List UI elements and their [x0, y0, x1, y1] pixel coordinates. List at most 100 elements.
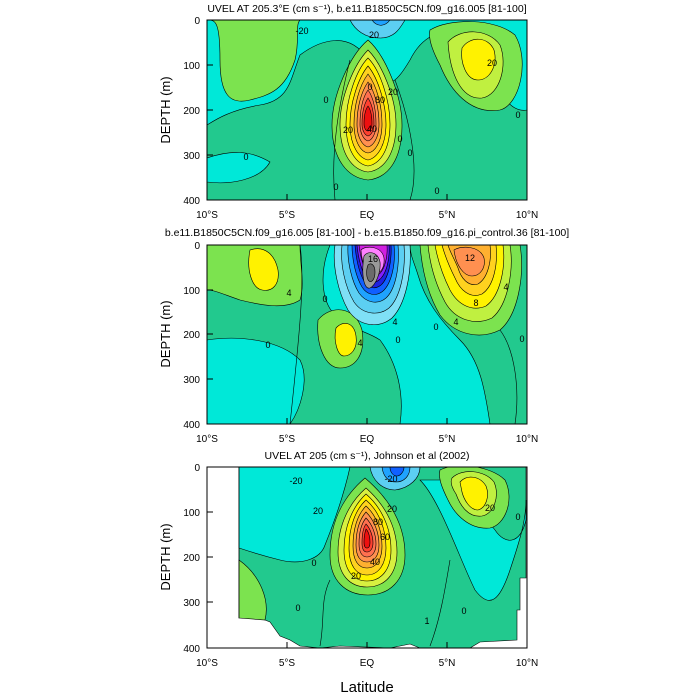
- p2-xtick: 5°S: [279, 434, 296, 445]
- p1-core-90: [363, 105, 373, 132]
- p2-clabel: 8: [473, 298, 478, 308]
- p2-west-yellow: [248, 248, 279, 291]
- p2-xtick: 10°N: [516, 434, 538, 445]
- panel-2-contours: [207, 245, 527, 424]
- p3-ytick: 100: [183, 508, 200, 519]
- p1-clabel: 0: [333, 182, 338, 192]
- p1-neg-core: [349, 20, 406, 39]
- p2-clabel: 0: [433, 322, 438, 332]
- p1-xtick: 10°N: [516, 210, 538, 221]
- panel-3-contour-labels: -20 20 20 -20 80 60 20 40 20 0 0 0 0 1: [289, 474, 520, 626]
- p3-clabel: -20: [384, 474, 397, 484]
- p2-clabel: 16: [368, 254, 378, 264]
- p2-clabel: 4: [453, 317, 458, 327]
- p2-line-b: [499, 329, 518, 424]
- p1-cyan-lower: [207, 152, 271, 184]
- panel-3-title: UVEL AT 205 (cm s⁻¹), Johnson et al (200…: [265, 450, 470, 462]
- p1-clabel: 0: [243, 152, 248, 162]
- panel-1-y-ticks: 0 100 200 300 400: [183, 16, 213, 207]
- panel-1: UVEL AT 205.3°E (cm s⁻¹), b.e11.B1850C5C…: [158, 3, 538, 221]
- p3-clabel: 20: [387, 504, 397, 514]
- p3-line-a: [429, 559, 451, 647]
- p3-xtick: 5°N: [439, 658, 456, 669]
- panel-2-y-ticks: 0 100 200 300 400: [183, 241, 213, 431]
- p1-line-e: [394, 79, 415, 200]
- p3-clabel: 0: [311, 558, 316, 568]
- p3-clabel: 0: [515, 512, 520, 522]
- p2-ytick: 200: [183, 330, 200, 341]
- panel-3: UVEL AT 205 (cm s⁻¹), Johnson et al (200…: [158, 450, 538, 669]
- p1-clabel: 20: [388, 87, 398, 97]
- p3-ytick: 300: [183, 598, 200, 609]
- p1-clabel: 20: [343, 125, 353, 135]
- p3-sw-green: [238, 559, 267, 621]
- p3-clabel: 20: [313, 506, 323, 516]
- p2-clabel: 4: [392, 317, 397, 327]
- p2-ytick: 100: [183, 286, 200, 297]
- p1-clabel: 20: [369, 30, 379, 40]
- panel-1-ylabel: DEPTH (m): [158, 76, 173, 143]
- p3-clabel: 0: [461, 606, 466, 616]
- p3-core-90: [363, 528, 371, 549]
- p2-xtick: EQ: [360, 434, 375, 445]
- panel-3-ylabel: DEPTH (m): [158, 523, 173, 590]
- p2-cyan-sw: [207, 337, 305, 424]
- p2-east-12: [453, 246, 485, 277]
- p2-clabel: 0: [322, 294, 327, 304]
- p1-ytick: 400: [183, 196, 200, 207]
- p3-clabel: 40: [370, 557, 380, 567]
- p1-clabel: 80: [375, 95, 385, 105]
- p1-clabel: 0: [434, 186, 439, 196]
- p2-ytick: 300: [183, 375, 200, 386]
- p1-clabel: 40: [367, 124, 377, 134]
- panel-2-ylabel: DEPTH (m): [158, 300, 173, 367]
- p1-east-yellow: [461, 38, 496, 81]
- panel-2-x-ticks: 10°S 5°S EQ 5°N 10°N: [196, 418, 538, 445]
- p1-xtick: EQ: [360, 210, 375, 221]
- panel-1-contour-labels: -20 20 20 0 0 80 20 20 40 0 0 0 0 0 0: [243, 26, 520, 196]
- p3-clabel: 20: [485, 503, 495, 513]
- p1-clabel: 0: [407, 148, 412, 158]
- p1-clabel: 0: [367, 82, 372, 92]
- panel-2-contour-labels: 4 16 12 8 4 4 0 0 4 4 0 0 0: [265, 253, 524, 350]
- panel-1-x-ticks: 10°S 5°S EQ 5°N 10°N: [196, 194, 538, 221]
- p2-clabel: 0: [395, 335, 400, 345]
- p1-line-w: [333, 59, 351, 200]
- p2-clabel: 4: [503, 282, 508, 292]
- p3-xtick: EQ: [360, 658, 375, 669]
- p3-clabel: 0: [295, 603, 300, 613]
- p2-xtick: 10°S: [196, 434, 218, 445]
- p3-cyan-nw: [238, 467, 351, 563]
- p2-clabel: 0: [265, 340, 270, 350]
- panel-3-y-ticks: 0 100 200 300 400: [183, 463, 213, 655]
- p1-clabel: 0: [397, 134, 402, 144]
- p1-clabel: -20: [295, 26, 308, 36]
- panel-1-title: UVEL AT 205.3°E (cm s⁻¹), b.e11.B1850C5C…: [207, 3, 526, 15]
- p3-clabel: 20: [351, 571, 361, 581]
- p1-ytick: 300: [183, 151, 200, 162]
- p3-clabel: -20: [289, 476, 302, 486]
- p1-ytick: 100: [183, 61, 200, 72]
- panel-3-contours: [207, 467, 527, 648]
- p2-clabel: 12: [465, 253, 475, 263]
- p1-xtick: 5°S: [279, 210, 296, 221]
- p3-east-yellow: [459, 476, 488, 511]
- p3-clabel: 80: [373, 517, 383, 527]
- p2-clabel: 4: [286, 288, 291, 298]
- p2-line-a: [289, 245, 303, 424]
- p1-clabel: 0: [323, 95, 328, 105]
- p1-ytick: 200: [183, 106, 200, 117]
- p1-ytick: 0: [194, 16, 200, 27]
- p3-ytick: 400: [183, 644, 200, 655]
- p2-ytick: 400: [183, 420, 200, 431]
- panel-3-x-ticks: 10°S 5°S EQ 5°N 10°N: [196, 642, 538, 669]
- p3-xtick: 5°S: [279, 658, 296, 669]
- p2-clabel: 0: [519, 334, 524, 344]
- p2-clabel: 4: [357, 338, 362, 348]
- p3-ytick: 0: [194, 463, 200, 474]
- p1-xtick: 5°N: [439, 210, 456, 221]
- p2-ytick: 0: [194, 241, 200, 252]
- p1-clabel: 0: [515, 110, 520, 120]
- p3-ytick: 200: [183, 553, 200, 564]
